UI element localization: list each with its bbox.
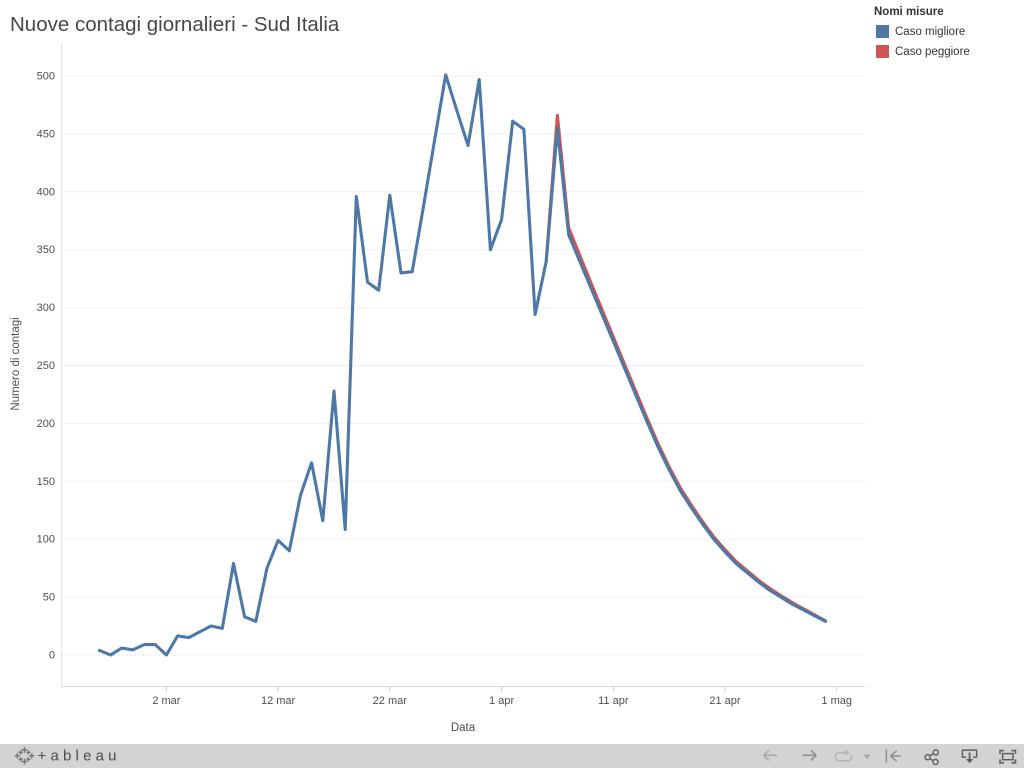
svg-text:Caso peggiore: Caso peggiore [895,46,970,58]
svg-text:12 mar: 12 mar [261,695,296,707]
svg-text:1 mag: 1 mag [821,695,852,707]
svg-text:2 mar: 2 mar [152,695,180,707]
svg-text:0: 0 [49,650,55,662]
svg-text:500: 500 [37,71,55,83]
svg-text:450: 450 [37,128,55,140]
svg-text:300: 300 [37,302,55,314]
svg-text:Data: Data [451,722,476,734]
svg-text:Nuove contagi giornalieri - Su: Nuove contagi giornalieri - Sud Italia [10,13,340,36]
svg-text:400: 400 [37,186,55,198]
svg-text:11 apr: 11 apr [598,695,629,707]
svg-text:1 apr: 1 apr [489,695,514,707]
svg-text:Caso migliore: Caso migliore [895,26,965,38]
svg-text:Nomi misure: Nomi misure [874,6,944,18]
svg-text:Numero di contagi: Numero di contagi [10,317,22,410]
svg-text:200: 200 [37,418,55,430]
svg-text:22 mar: 22 mar [373,695,408,707]
svg-text:21 apr: 21 apr [709,695,741,707]
svg-text:250: 250 [37,360,55,372]
svg-text:50: 50 [43,592,55,604]
svg-text:350: 350 [37,244,55,256]
svg-text:150: 150 [37,476,55,488]
svg-text:100: 100 [37,534,55,546]
svg-text:+ableau: +ableau [38,748,121,765]
